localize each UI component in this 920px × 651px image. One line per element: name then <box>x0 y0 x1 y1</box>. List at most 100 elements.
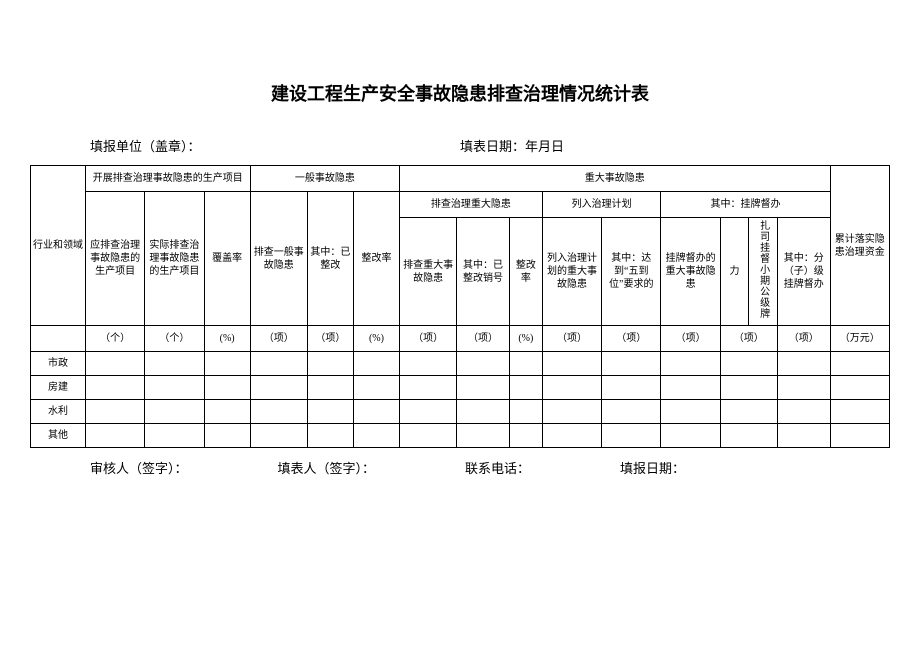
cell <box>777 424 830 448</box>
cell <box>85 376 144 400</box>
table-row: 水利 <box>31 400 890 424</box>
info-row: 填报单位（盖章）： 填表日期：年月日 <box>30 136 890 155</box>
table-row: 市政 <box>31 352 890 376</box>
u14: （万元） <box>830 326 889 352</box>
cell <box>400 400 457 424</box>
cell <box>830 352 889 376</box>
cell <box>720 376 777 400</box>
th-col2: 实际排查治理事故隐患的生产项目 <box>145 192 204 326</box>
footer-row: 审核人（签字）： 填表人（签字）： 联系电话： 填报日期： <box>30 458 890 477</box>
th-col9: 整改率 <box>509 218 542 326</box>
u11: （项） <box>602 326 661 352</box>
th-group-c: 重大事故隐患 <box>400 166 831 192</box>
cell <box>250 352 307 376</box>
u12ab: （项） <box>720 326 777 352</box>
cell <box>720 424 777 448</box>
row-name: 市政 <box>31 352 86 376</box>
cell <box>204 376 250 400</box>
u1: （个） <box>85 326 144 352</box>
cell <box>777 352 830 376</box>
cell <box>457 352 510 376</box>
u13: （项） <box>777 326 830 352</box>
th-col4: 排查一般事故隐患 <box>250 192 307 326</box>
cell <box>457 376 510 400</box>
th-col10: 列入治理计划的重大事故隐患 <box>542 218 601 326</box>
cell <box>542 376 601 400</box>
th-col6: 整改率 <box>353 192 399 326</box>
header-row-units: （个） （个） (%) （项） （项） (%) （项） （项） (%) （项） … <box>31 326 890 352</box>
cell <box>509 424 542 448</box>
th-col3: 覆盖率 <box>204 192 250 326</box>
cell <box>661 376 720 400</box>
u6: (%) <box>353 326 399 352</box>
header-row-2: 应排查治理事故隐患的生产项目 实际排查治理事故隐患的生产项目 覆盖率 排查一般事… <box>31 192 890 218</box>
cell <box>85 352 144 376</box>
cell <box>353 376 399 400</box>
cell <box>145 352 204 376</box>
footer-auditor: 审核人（签字）： <box>90 458 188 477</box>
u7: （项） <box>400 326 457 352</box>
th-sub-c1: 排查治理重大隐患 <box>400 192 543 218</box>
cell <box>353 400 399 424</box>
cell <box>250 400 307 424</box>
cell <box>602 376 661 400</box>
cell <box>509 400 542 424</box>
cell <box>777 400 830 424</box>
cell <box>250 424 307 448</box>
header-row-1: 行业和领域 开展排查治理事故隐患的生产项目 一般事故隐患 重大事故隐患 累计落实… <box>31 166 890 192</box>
cell <box>400 424 457 448</box>
cell <box>250 376 307 400</box>
cell <box>602 352 661 376</box>
cell <box>85 400 144 424</box>
th-col5: 其中：已整改 <box>307 192 353 326</box>
cell <box>204 352 250 376</box>
row-name: 房建 <box>31 376 86 400</box>
cell <box>353 424 399 448</box>
footer-filler: 填表人（签字）： <box>278 458 376 477</box>
u3: (%) <box>204 326 250 352</box>
th-col11: 其中：达到“五到位”要求的 <box>602 218 661 326</box>
footer-date: 填报日期： <box>620 458 685 477</box>
th-col14: 累计落实隐患治理资金 <box>830 166 889 326</box>
th-col7: 排查重大事故隐患 <box>400 218 457 326</box>
cell <box>307 376 353 400</box>
th-col8: 其中：已整改销号 <box>457 218 510 326</box>
page-title: 建设工程生产安全事故隐患排查治理情况统计表 <box>30 80 890 106</box>
table-row: 其他 <box>31 424 890 448</box>
cell <box>307 400 353 424</box>
cell <box>509 376 542 400</box>
cell <box>145 400 204 424</box>
cell <box>830 376 889 400</box>
cell <box>307 424 353 448</box>
unit-label: 填报单位（盖章）： <box>90 136 460 155</box>
cell <box>661 424 720 448</box>
row-name: 其他 <box>31 424 86 448</box>
cell <box>720 352 777 376</box>
footer-phone: 联系电话： <box>465 458 530 477</box>
cell <box>602 424 661 448</box>
cell <box>353 352 399 376</box>
th-col12a: 力 <box>720 218 749 326</box>
cell <box>720 400 777 424</box>
cell <box>145 376 204 400</box>
cell <box>777 376 830 400</box>
cell <box>457 400 510 424</box>
u2: （个） <box>145 326 204 352</box>
row-name: 水利 <box>31 400 86 424</box>
cell <box>830 400 889 424</box>
u-empty <box>31 326 86 352</box>
cell <box>204 424 250 448</box>
u8: （项） <box>457 326 510 352</box>
cell <box>85 424 144 448</box>
th-col13: 其中：分（子）级挂牌督办 <box>777 218 830 326</box>
u10: （项） <box>542 326 601 352</box>
cell <box>509 352 542 376</box>
cell <box>542 400 601 424</box>
cell <box>542 352 601 376</box>
cell <box>602 400 661 424</box>
u12: （项） <box>661 326 720 352</box>
cell <box>307 352 353 376</box>
cell <box>542 424 601 448</box>
cell <box>457 424 510 448</box>
th-sub-c3: 其中：挂牌督办 <box>661 192 830 218</box>
